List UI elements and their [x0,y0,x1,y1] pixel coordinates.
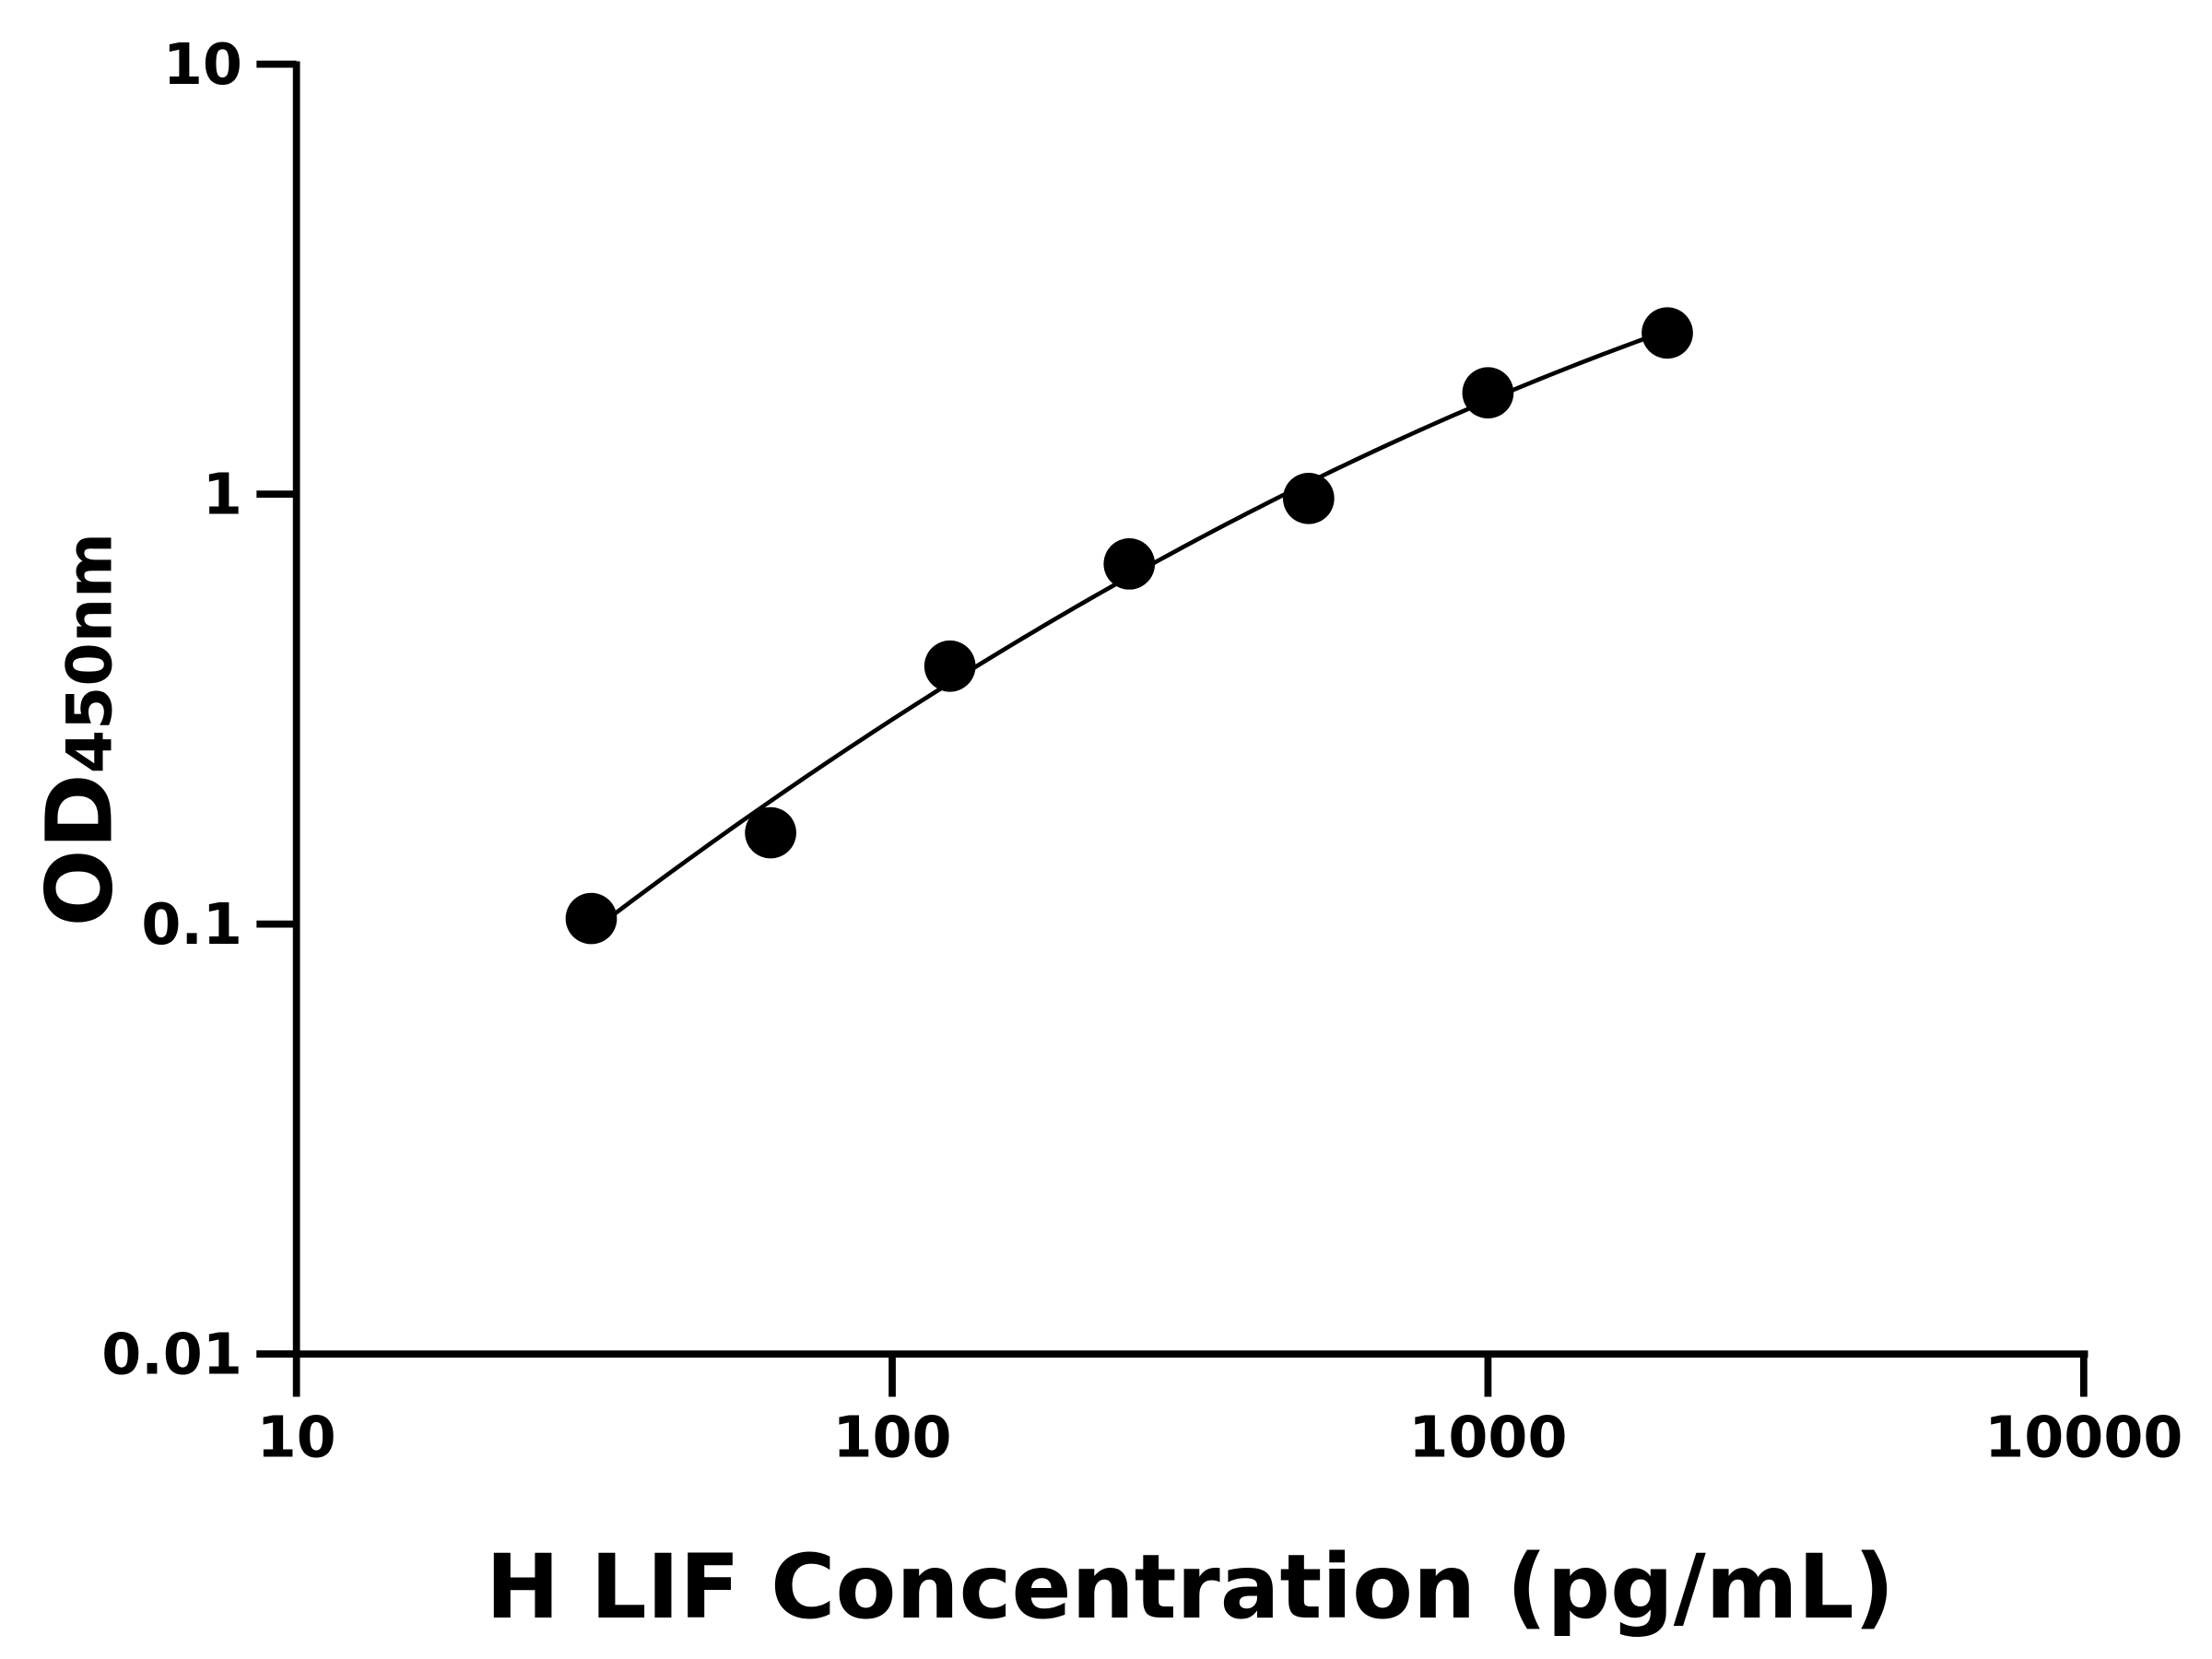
data-point [1283,472,1335,524]
x-tick-label: 100 [832,1404,951,1470]
y-tick-label: 0.1 [141,891,242,958]
data-point [1641,307,1693,359]
x-tick-label: 10000 [1984,1404,2183,1470]
data-point [565,892,618,945]
y-tick-label: 1 [203,462,242,528]
y-axis-label: OD450nm [28,533,134,927]
data-point [1103,538,1156,590]
data-point [745,806,796,859]
data-points-layer [565,307,1693,945]
y-tick-label: 10 [163,31,242,98]
y-ticks: 0.01 0.1 1 10 [101,31,297,1388]
x-tick-label: 1000 [1408,1404,1567,1470]
data-point [1462,367,1514,419]
y-axis-label-main: OD [28,773,134,926]
x-tick-label: 10 [257,1404,336,1470]
y-tick-label: 0.01 [101,1322,242,1388]
x-axis-label: H LIF Concentration (pg/mL) [486,1535,1895,1639]
x-ticks: 10 100 1000 10000 [257,1354,2183,1470]
data-point [924,640,976,692]
y-axis-label-subscript: 450nm [54,533,127,773]
